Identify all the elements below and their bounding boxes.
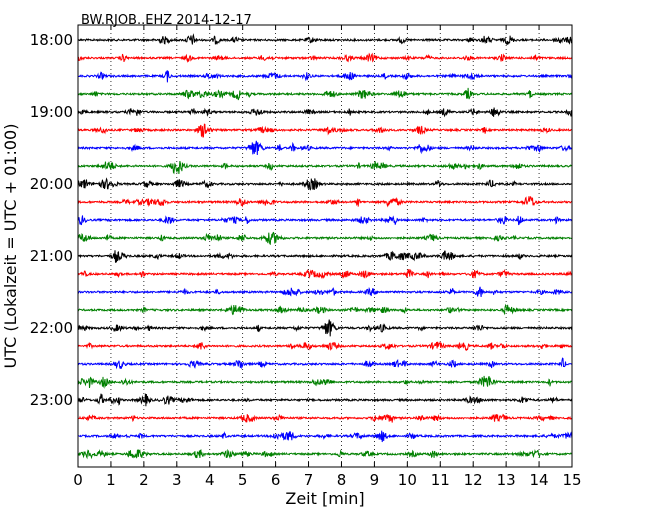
seismogram-trace	[77, 357, 573, 370]
seismogram-trace	[77, 140, 573, 156]
seismogram-trace	[77, 196, 573, 208]
x-tick-label: 8	[337, 471, 347, 489]
seismogram-traces	[77, 33, 573, 460]
y-tick-label: 21:00	[30, 247, 73, 265]
seismogram-trace	[77, 69, 573, 83]
x-tick-label: 12	[464, 471, 483, 489]
y-tick-label: 19:00	[30, 103, 73, 121]
y-tick-label: 18:00	[30, 31, 73, 49]
x-tick-label: 15	[562, 471, 581, 489]
x-tick-label: 4	[205, 471, 215, 489]
x-tick-label: 9	[370, 471, 380, 489]
seismogram-trace	[77, 340, 573, 352]
seismogram-trace	[77, 87, 573, 101]
seismogram-trace	[78, 160, 573, 175]
seismogram-trace	[77, 448, 573, 460]
y-tick-label: 23:00	[30, 391, 73, 409]
seismogram-trace	[77, 33, 573, 46]
seismogram-trace	[77, 319, 573, 337]
x-tick-label: 7	[304, 471, 314, 489]
x-axis: 0 1 2 3 4 5 6 7 8 9 10 11 12 13 14 15	[73, 25, 582, 489]
x-tick-label: 2	[139, 471, 149, 489]
x-tick-label: 11	[431, 471, 450, 489]
x-tick-label: 1	[106, 471, 116, 489]
seismogram-trace	[77, 375, 573, 389]
plot-frame	[77, 24, 573, 468]
seismogram-trace	[77, 268, 573, 280]
y-tick-label: 20:00	[30, 175, 73, 193]
x-tick-label: 14	[530, 471, 549, 489]
y-axis: 18:00 19:00 20:00 21:00 22:00 23:00	[30, 31, 572, 409]
x-tick-label: 3	[172, 471, 182, 489]
seismogram-trace	[77, 107, 573, 118]
seismogram-trace	[77, 286, 573, 298]
seismogram-trace	[77, 215, 573, 226]
x-axis-label: Zeit [min]	[285, 489, 364, 508]
seismogram-trace	[77, 413, 573, 423]
x-tick-label: 0	[73, 471, 83, 489]
seismogram-trace	[77, 123, 573, 138]
seismogram-trace	[77, 231, 573, 246]
x-tick-label: 5	[238, 471, 248, 489]
x-tick-label: 6	[271, 471, 281, 489]
seismogram-trace	[77, 303, 573, 316]
chart-title: BW.RJOB..EHZ 2014-12-17	[81, 13, 252, 28]
minute-grid	[110, 25, 540, 467]
y-tick-label: 22:00	[30, 319, 73, 337]
x-tick-label: 10	[398, 471, 417, 489]
seismogram-trace	[77, 393, 573, 407]
seismogram-trace	[78, 250, 573, 263]
y-axis-label: UTC (Lokalzeit = UTC + 01:00)	[1, 124, 20, 369]
x-tick-label: 13	[497, 471, 516, 489]
seismogram-trace	[77, 177, 573, 191]
seismogram-trace	[77, 430, 573, 443]
seismogram-trace	[77, 52, 573, 64]
